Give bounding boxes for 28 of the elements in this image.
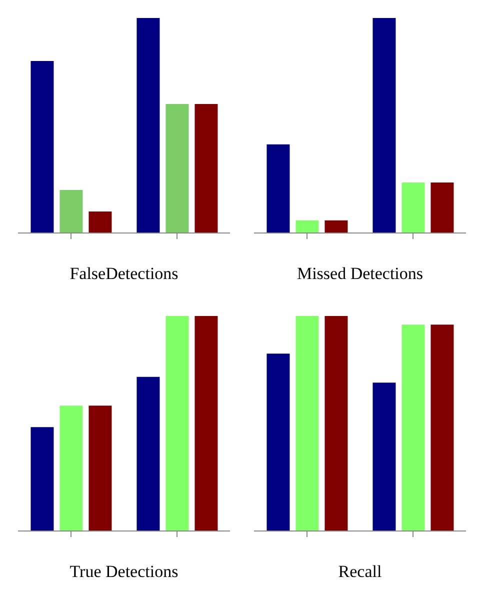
bar: [30, 61, 54, 233]
bar: [136, 18, 160, 233]
bar: [166, 104, 189, 233]
bar: [324, 220, 348, 233]
bar: [136, 376, 160, 531]
text: FalseDetections: [68, 264, 180, 284]
bar: [430, 182, 454, 233]
bar: [430, 324, 454, 531]
bar: [194, 316, 218, 531]
bar: [266, 354, 290, 531]
text: Missed Detections: [296, 264, 424, 284]
text: Recall: [337, 562, 383, 582]
bar: [166, 316, 189, 531]
bar: [324, 316, 348, 531]
bar: [60, 190, 83, 233]
bar: [402, 182, 425, 233]
bar: [194, 104, 218, 233]
bar: [266, 144, 290, 233]
text: True Detections: [68, 562, 180, 582]
bar: [60, 406, 83, 531]
bar: [372, 18, 396, 233]
bar: [402, 324, 425, 531]
bar: [372, 382, 396, 531]
bar: [88, 212, 112, 233]
bar: [296, 220, 319, 233]
bar: [30, 427, 54, 531]
bar: [88, 406, 112, 531]
bar: [296, 316, 319, 531]
